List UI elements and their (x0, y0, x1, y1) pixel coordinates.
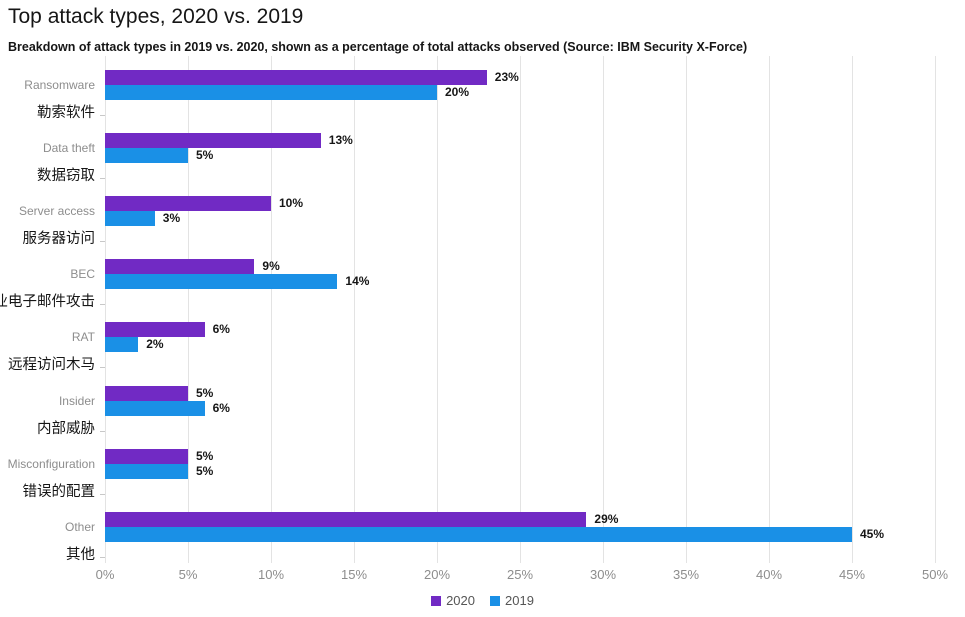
legend-label: 2019 (505, 593, 534, 608)
category-label-en: Ransomware (24, 78, 95, 92)
category-label-zh: 服务器访问 (22, 231, 96, 248)
bar-2019[interactable] (105, 148, 188, 164)
x-axis-tick-label: 20% (423, 567, 451, 582)
category-tick (100, 241, 105, 243)
gridline (519, 56, 521, 563)
category-label-en: Insider (58, 393, 95, 408)
value-label-2019: 5% (196, 148, 214, 163)
category-label-en: Server access (18, 204, 95, 219)
legend-swatch-icon (431, 595, 442, 606)
category-row: BEC 商业电子邮件攻击 9% 14% (0, 251, 965, 314)
value-label-2020: 5% (196, 385, 214, 400)
bar-2019[interactable] (105, 526, 852, 542)
category-label-en: Other (64, 519, 95, 534)
x-axis-tick-label: 50% (921, 567, 949, 582)
bar-2020[interactable] (105, 133, 321, 149)
category-tick (100, 430, 105, 432)
value-label-2020: 10% (279, 196, 304, 211)
category-label-en: RAT (71, 330, 95, 345)
category-label-zh: 数据窃取 (37, 168, 95, 185)
category-label-zh: 内部威胁 (37, 420, 95, 437)
x-axis-tick-label: 25% (506, 567, 534, 582)
category-tick (100, 556, 105, 558)
value-label-2019: 6% (212, 400, 230, 415)
legend-swatch-icon (490, 595, 500, 606)
bar-2020[interactable] (105, 322, 205, 338)
category-tick (100, 493, 105, 495)
category-row: RAT 远程访问木马 6% 2% (0, 314, 965, 377)
bar-2020[interactable] (105, 70, 487, 85)
x-axis-tick-label: 10% (257, 567, 285, 582)
gridline (934, 56, 936, 563)
legend-item[interactable]: 2020 (431, 593, 475, 608)
category-row: Misconfiguration 错误的配置 5% 5% (0, 441, 965, 504)
category-tick (100, 367, 105, 369)
chart-title: Top attack types, 2020 vs. 2019 (8, 5, 304, 28)
bar-2020[interactable] (105, 259, 255, 275)
category-tick (100, 178, 105, 180)
value-label-2020: 29% (594, 511, 619, 526)
category-row: Insider 内部威胁 5% 6% (0, 378, 965, 441)
bar-2020[interactable] (105, 511, 587, 527)
legend-item[interactable]: 2019 (490, 593, 534, 608)
category-row: Data theft 数据窃取 13% 5% (0, 125, 965, 188)
category-row: Ransomware 勒索软件 23% 20% (0, 62, 965, 125)
category-label-zh: 错误的配置 (22, 483, 96, 500)
category-tick (100, 115, 105, 116)
bar-2019[interactable] (105, 274, 338, 290)
x-axis-tick-label: 35% (672, 567, 700, 582)
gridline (602, 56, 604, 563)
bar-2019[interactable] (105, 85, 437, 100)
category-label-en: Misconfiguration (7, 456, 95, 471)
gridline (270, 56, 272, 563)
x-axis-tick-label: 5% (178, 567, 198, 582)
gridline (104, 56, 106, 563)
category-row: Other 其他 29% 45% (0, 504, 965, 567)
bar-2019[interactable] (105, 400, 205, 416)
value-label-2020: 5% (196, 448, 214, 463)
gridline (685, 56, 687, 563)
value-label-2019: 45% (860, 526, 885, 541)
category-label-zh: 勒索软件 (37, 105, 95, 121)
value-label-2019: 20% (445, 85, 470, 99)
gridline (353, 56, 355, 563)
bar-2019[interactable] (105, 463, 188, 479)
category-row: Server access 服务器访问 10% 3% (0, 188, 965, 251)
x-axis-tick-label: 40% (755, 567, 783, 582)
value-label-2019: 3% (162, 211, 181, 226)
value-label-2019: 14% (345, 274, 370, 289)
category-tick (100, 304, 105, 306)
value-label-2020: 23% (494, 70, 519, 84)
gridline (768, 56, 770, 563)
category-label-zh: 其他 (66, 546, 95, 563)
bar-2019[interactable] (105, 337, 139, 353)
bar-2020[interactable] (105, 448, 188, 464)
gridline (187, 56, 189, 563)
bar-2020[interactable] (105, 196, 271, 212)
value-label-2020: 9% (262, 259, 280, 274)
value-label-2020: 13% (328, 133, 353, 148)
bar-2019[interactable] (105, 211, 155, 227)
category-label-en: BEC (70, 267, 95, 282)
category-label-zh: 远程访问木马 (8, 357, 95, 374)
bar-2020[interactable] (105, 385, 188, 401)
gridline (851, 56, 853, 563)
value-label-2020: 6% (212, 322, 230, 337)
value-label-2019: 5% (196, 463, 214, 478)
x-axis-tick-label: 15% (340, 567, 368, 582)
chart-subtitle: Breakdown of attack types in 2019 vs. 20… (8, 40, 748, 54)
gridline (436, 56, 438, 563)
x-axis-tick-label: 45% (838, 567, 866, 582)
category-label-zh: 商业电子邮件攻击 (0, 294, 95, 311)
x-axis-tick-label: 30% (589, 567, 617, 582)
x-axis-tick-label: 0% (95, 567, 115, 582)
legend-label: 2020 (446, 593, 475, 608)
value-label-2019: 2% (146, 337, 164, 352)
category-label-en: Data theft (42, 141, 95, 156)
legend: 2020 2019 (0, 593, 965, 608)
